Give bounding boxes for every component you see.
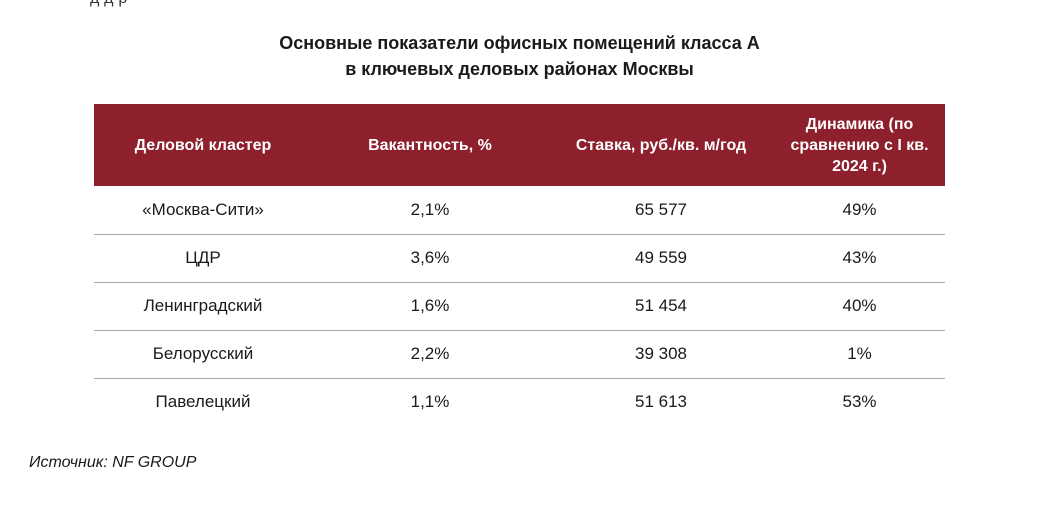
cell-vacancy: 1,1% — [410, 392, 450, 412]
cell-cluster: Павелецкий — [155, 392, 251, 412]
table-row: «Москва-Сити» 2,1% 65 577 49% — [94, 186, 945, 234]
cell-vacancy: 1,6% — [410, 296, 450, 315]
table-title-line-1: Основные показатели офисных помещений кл… — [279, 33, 760, 53]
table-row: ЦДР 3,6% 49 559 43% — [94, 234, 945, 282]
cell-rent: 39 308 — [635, 344, 687, 363]
cell-dynamics: 40% — [842, 296, 877, 315]
cell-rent: 51 613 — [635, 392, 687, 412]
cell-vacancy: 2,1% — [410, 199, 450, 219]
table-row: Павелецкий 1,1% 51 613 53% — [94, 378, 945, 426]
cell-dynamics: 1% — [847, 344, 872, 363]
cell-rent: 51 454 — [635, 296, 687, 315]
table-header-row: Деловой кластер Вакантность, % Ставка, р… — [94, 104, 945, 186]
table-title-line-2: в ключевых деловых районах Москвы — [345, 59, 694, 79]
cell-dynamics: 53% — [842, 392, 877, 412]
header-business-cluster: Деловой кластер — [134, 136, 272, 154]
header-vacancy: Вакантность, % — [368, 136, 492, 154]
table-row: Ленинградский 1,6% 51 454 40% — [94, 282, 945, 330]
cell-cluster: Белорусский — [152, 344, 254, 363]
cell-dynamics: 49% — [842, 199, 877, 219]
cell-dynamics: 43% — [842, 248, 877, 267]
cell-cluster: Ленинградский — [143, 296, 263, 315]
table-row: Белорусский 2,2% 39 308 1% — [94, 330, 945, 378]
cell-rent: 65 577 — [635, 199, 687, 219]
cell-cluster: «Москва-Сити» — [142, 199, 264, 219]
table-title: Основные показатели офисных помещений кл… — [94, 30, 945, 82]
header-rent-rate: Ставка, руб./кв. м/год — [575, 136, 747, 154]
cropped-text-fragment: д д р — [90, 0, 127, 8]
source-note: Источник: NF GROUP — [29, 454, 197, 471]
office-indicators-table: Деловой кластер Вакантность, % Ставка, р… — [94, 104, 945, 426]
cell-cluster: ЦДР — [185, 248, 221, 267]
cell-vacancy: 3,6% — [410, 248, 450, 267]
cell-vacancy: 2,2% — [410, 344, 450, 363]
cell-rent: 49 559 — [635, 248, 687, 267]
header-dynamics: Динамика (по сравнению с I кв. 2024 г.) — [790, 115, 929, 175]
